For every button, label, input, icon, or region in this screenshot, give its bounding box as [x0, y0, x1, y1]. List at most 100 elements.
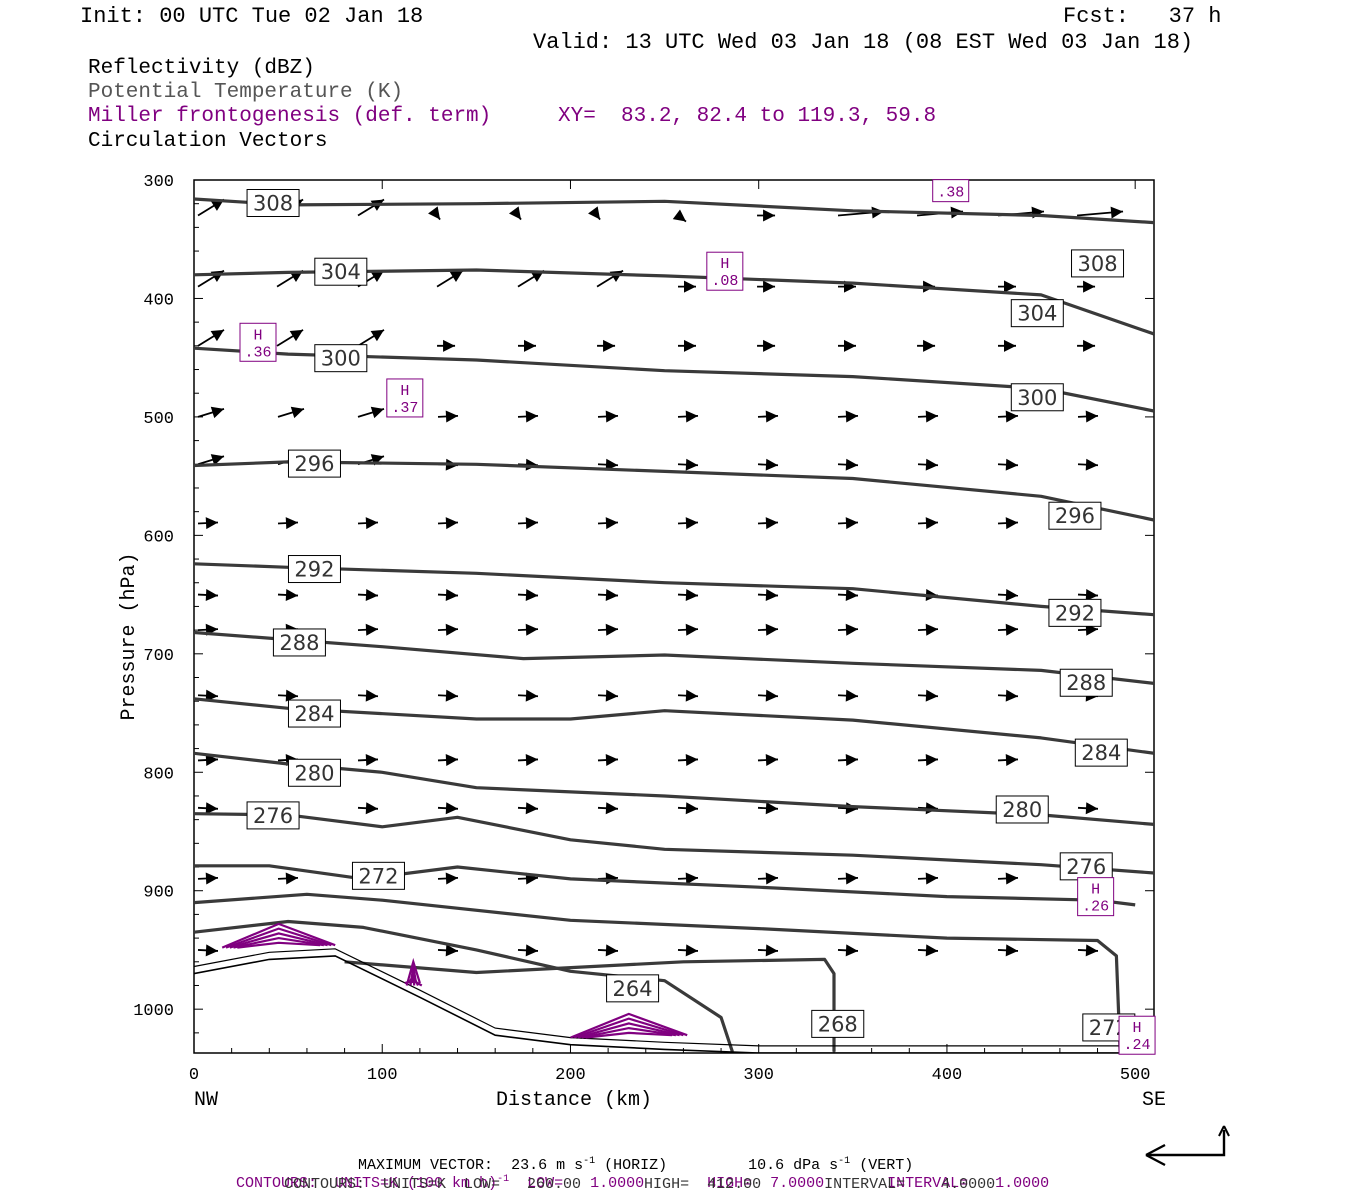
- circulation-vector: [437, 872, 459, 885]
- circulation-vector: [997, 872, 1019, 885]
- theta-label: 292: [1055, 601, 1095, 625]
- circulation-vector: [597, 689, 619, 702]
- circulation-vector: [837, 754, 859, 767]
- circulation-vector: [677, 802, 699, 815]
- frontogenesis-max-value: .08: [711, 273, 738, 290]
- circulation-vector: [597, 623, 619, 636]
- theta-label-box: [995, 795, 1049, 824]
- circulation-vector: [517, 802, 539, 815]
- circulation-vector: [357, 689, 379, 702]
- circulation-vector: [597, 754, 619, 767]
- terrain-surface: [194, 955, 1154, 1053]
- y-tick-label: 500: [143, 410, 174, 429]
- theta-label: 296: [294, 452, 334, 476]
- contours1-units: CONTOURS: UNITS=K (100 km h): [236, 1175, 498, 1192]
- theta-label-box: [246, 801, 300, 830]
- theta-label: 304: [321, 260, 361, 284]
- max-vector-horiz-unit: (HORIZ): [604, 1157, 668, 1174]
- y-tick-label: 900: [143, 884, 174, 903]
- frontogenesis-contour: [405, 957, 421, 986]
- circulation-vector: [997, 754, 1019, 767]
- theta-label: 280: [1002, 798, 1042, 822]
- theta-label: 288: [279, 631, 319, 655]
- frontogenesis-contour: [585, 1031, 673, 1039]
- x-tick-label: 500: [1120, 1066, 1151, 1085]
- frontogenesis-contour: [577, 1022, 680, 1039]
- circulation-vector: [276, 329, 304, 347]
- circulation-vector: [428, 206, 441, 221]
- circulation-vector: [357, 517, 379, 530]
- theta-label: 288: [1066, 671, 1106, 695]
- circulation-vector: [517, 944, 539, 957]
- theta-contour-info: CONTOURS: UNITS=K LOW= 260.00 HIGH= 412.…: [284, 1176, 996, 1193]
- max-vector-line: MAXIMUM VECTOR: 23.6 m s-1 (HORIZ) 10.6 …: [340, 1139, 913, 1174]
- circulation-vector: [917, 944, 939, 957]
- circulation-vector: [197, 872, 219, 885]
- circulation-vector: [837, 872, 859, 885]
- circulation-vector: [517, 588, 539, 601]
- circulation-vector: [757, 588, 779, 601]
- theta-label: 304: [1017, 302, 1057, 326]
- frontogenesis-max-value: .37: [391, 400, 418, 417]
- circulation-vector: [588, 206, 601, 221]
- circulation-vector: [837, 410, 859, 423]
- circulation-vector: [197, 944, 219, 957]
- plot-frame: [193, 179, 1155, 1054]
- theta-label: 284: [294, 702, 334, 726]
- y-tick-label: 400: [143, 291, 174, 310]
- circulation-vector: [437, 802, 459, 815]
- circulation-vector: [277, 588, 299, 601]
- circulation-vector: [437, 410, 459, 423]
- theta-label-box: [1010, 383, 1064, 412]
- max-vector-vert-unit: (VERT): [859, 1157, 914, 1174]
- circulation-vector: [437, 623, 459, 636]
- theta-label-box: [1048, 598, 1102, 627]
- circulation-vector: [672, 209, 687, 223]
- circulation-vector: [837, 944, 859, 957]
- y-axis-title: Pressure (hPa): [118, 552, 141, 720]
- theta-label: 272: [358, 864, 398, 888]
- circulation-vector: [837, 517, 859, 530]
- circulation-vector: [357, 802, 379, 815]
- legend-potential-temperature: Potential Temperature (K): [88, 81, 404, 104]
- theta-label: 284: [1081, 741, 1121, 765]
- circulation-vector: [677, 517, 699, 530]
- x-tick-label: 0: [189, 1066, 199, 1085]
- circulation-vector: [677, 410, 699, 423]
- circulation-vector: [357, 198, 385, 217]
- theta-label: 308: [253, 192, 293, 216]
- circulation-vector: [436, 269, 464, 288]
- frontogenesis-max-box: [1118, 1015, 1156, 1055]
- circulation-vector: [1077, 410, 1099, 423]
- circulation-vector: [197, 623, 219, 636]
- circulation-vector: [277, 406, 305, 419]
- circulation-vector: [517, 872, 539, 885]
- cross-section-xy: XY= 83.2, 82.4 to 119.3, 59.8: [558, 105, 937, 128]
- theta-label-box: [1059, 668, 1113, 697]
- theta-label: 300: [1017, 386, 1057, 410]
- circulation-vector: [517, 410, 539, 423]
- theta-label-box: [606, 974, 660, 1003]
- circulation-vector: [597, 458, 619, 471]
- reference-vector: [1148, 1130, 1226, 1157]
- x-axis-title: Distance (km): [496, 1089, 652, 1112]
- contours1-exp: -1: [497, 1174, 510, 1185]
- x-tick-label: 400: [932, 1066, 963, 1085]
- theta-label-box: [314, 344, 368, 373]
- circulation-vector: [1077, 623, 1099, 636]
- circulation-vector: [837, 458, 859, 471]
- max-vector-horiz-exp: -1: [583, 1156, 596, 1167]
- circulation-vector: [437, 517, 459, 530]
- circulation-vector: [677, 623, 699, 636]
- circulation-vector: [277, 517, 299, 530]
- theta-label-box: [272, 628, 326, 657]
- frontogenesis-max-label: H: [720, 256, 729, 273]
- max-vector-horiz-value: 23.6 m s: [511, 1157, 584, 1174]
- theta-label-box: [287, 555, 341, 584]
- circulation-vector: [837, 623, 859, 636]
- circulation-vector: [757, 689, 779, 702]
- theta-label: 268: [818, 1012, 858, 1036]
- circulation-vector: [837, 802, 859, 815]
- y-tick-label: 1000: [133, 1002, 174, 1021]
- circulation-vector: [837, 588, 859, 601]
